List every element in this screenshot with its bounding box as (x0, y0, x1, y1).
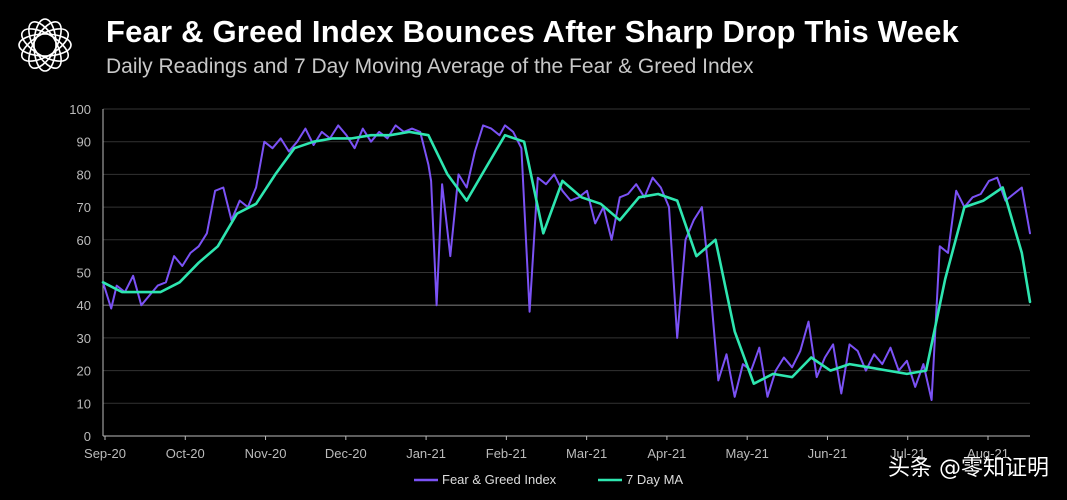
y-tick-label: 30 (77, 331, 91, 346)
x-tick-label: Apr-21 (647, 446, 686, 461)
x-tick-label: Aug-21 (967, 446, 1009, 461)
x-tick-label: Feb-21 (486, 446, 527, 461)
series-line-daily (102, 124, 1031, 401)
brand-logo (18, 18, 72, 72)
y-tick-label: 0 (84, 429, 91, 444)
y-tick-label: 80 (77, 167, 91, 182)
x-tick-label: Mar-21 (566, 446, 607, 461)
y-tick-label: 100 (69, 102, 91, 117)
x-tick-label: Jul-21 (890, 446, 925, 461)
y-tick-label: 70 (77, 200, 91, 215)
y-tick-label: 60 (77, 233, 91, 248)
legend-item-ma-label: 7 Day MA (626, 472, 683, 487)
x-tick-label: May-21 (726, 446, 769, 461)
series-line-ma (101, 130, 1032, 386)
watermark: 头条 @零知证明 (888, 456, 1049, 481)
legend-item-daily-label: Fear & Greed Index (442, 472, 557, 487)
y-tick-label: 90 (77, 135, 91, 150)
x-tick-label: Dec-20 (325, 446, 367, 461)
y-tick-label: 50 (77, 266, 91, 281)
x-tick-label: Oct-20 (166, 446, 205, 461)
y-tick-label: 20 (77, 364, 91, 379)
x-tick-label: Nov-20 (245, 446, 287, 461)
x-tick-label: Sep-20 (84, 446, 126, 461)
chart-subtitle: Daily Readings and 7 Day Moving Average … (106, 55, 754, 78)
chart-title: Fear & Greed Index Bounces After Sharp D… (106, 14, 959, 49)
x-tick-label: Jun-21 (808, 446, 848, 461)
x-tick-label: Jan-21 (406, 446, 446, 461)
y-tick-label: 40 (77, 298, 91, 313)
y-tick-label: 10 (77, 396, 91, 411)
